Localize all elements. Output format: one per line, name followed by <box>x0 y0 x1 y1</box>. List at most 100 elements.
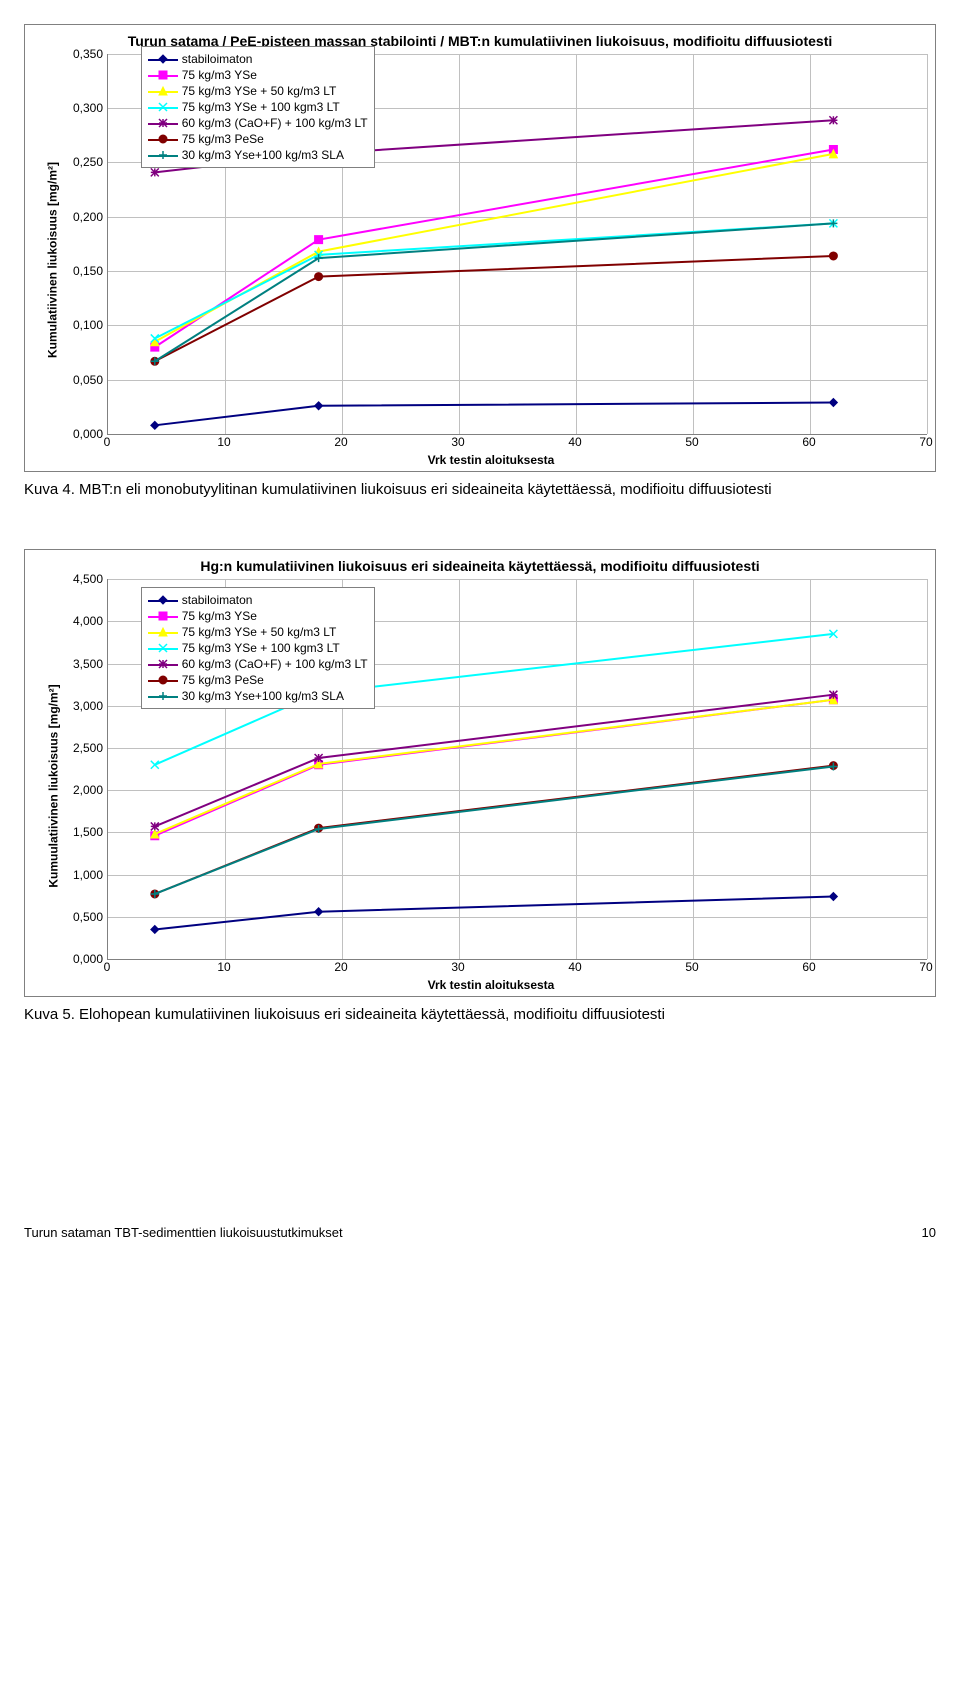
y-tick-label: 1,500 <box>73 825 103 839</box>
legend-label: 30 kg/m3 Yse+100 kg/m3 SLA <box>182 689 344 703</box>
legend-label: 75 kg/m3 YSe <box>182 68 257 82</box>
legend-item: 75 kg/m3 YSe + 50 kg/m3 LT <box>148 624 368 640</box>
series-marker <box>315 272 323 280</box>
series-marker <box>315 908 323 916</box>
figure-caption-4: Kuva 4. MBT:n eli monobutyylitinan kumul… <box>24 480 936 500</box>
series-line <box>155 767 834 895</box>
x-axis-label: Vrk testin aloituksesta <box>55 978 927 992</box>
series-marker <box>829 116 837 124</box>
legend-item: 30 kg/m3 Yse+100 kg/m3 SLA <box>148 688 368 704</box>
legend-item: 75 kg/m3 YSe + 100 kgm3 LT <box>148 640 368 656</box>
y-tick-label: 0,250 <box>73 155 103 169</box>
legend-item: 75 kg/m3 YSe <box>148 67 368 83</box>
x-tick-label: 20 <box>334 960 347 974</box>
x-tick-label: 40 <box>568 960 581 974</box>
legend-label: 75 kg/m3 YSe + 50 kg/m3 LT <box>182 625 337 639</box>
page-footer: Turun sataman TBT-sedimenttien liukoisuu… <box>24 1225 936 1240</box>
legend-item: 60 kg/m3 (CaO+F) + 100 kg/m3 LT <box>148 656 368 672</box>
x-tick-label: 20 <box>334 435 347 449</box>
legend-swatch-icon <box>148 609 178 623</box>
legend-swatch-icon <box>148 84 178 98</box>
series-marker <box>151 823 159 831</box>
y-tick-label: 2,500 <box>73 741 103 755</box>
y-tick-label: 0,500 <box>73 910 103 924</box>
figure-caption-5: Kuva 5. Elohopean kumulatiivinen liukois… <box>24 1005 936 1025</box>
legend-swatch-icon <box>148 52 178 66</box>
series-marker <box>829 691 837 699</box>
legend-label: 75 kg/m3 PeSe <box>182 132 264 146</box>
y-tick-label: 0,200 <box>73 210 103 224</box>
x-tick-label: 0 <box>104 960 111 974</box>
x-ticks: 010203040506070 <box>107 960 927 976</box>
y-tick-label: 0,100 <box>73 318 103 332</box>
legend-label: 75 kg/m3 YSe + 50 kg/m3 LT <box>182 84 337 98</box>
legend-item: 30 kg/m3 Yse+100 kg/m3 SLA <box>148 147 368 163</box>
chart-hg: Hg:n kumulatiivinen liukoisuus eri sidea… <box>24 549 936 997</box>
y-tick-label: 1,000 <box>73 868 103 882</box>
x-tick-label: 70 <box>919 435 932 449</box>
x-tick-label: 70 <box>919 960 932 974</box>
x-tick-label: 60 <box>802 960 815 974</box>
legend-label: 60 kg/m3 (CaO+F) + 100 kg/m3 LT <box>182 657 368 671</box>
legend: stabiloimaton75 kg/m3 YSe75 kg/m3 YSe + … <box>141 587 375 709</box>
y-tick-label: 4,000 <box>73 614 103 628</box>
y-tick-label: 3,500 <box>73 657 103 671</box>
legend-item: stabiloimaton <box>148 51 368 67</box>
legend-swatch-icon <box>148 641 178 655</box>
series-line <box>155 154 834 342</box>
footer-text: Turun sataman TBT-sedimenttien liukoisuu… <box>24 1225 343 1240</box>
legend-label: 60 kg/m3 (CaO+F) + 100 kg/m3 LT <box>182 116 368 130</box>
legend-item: 75 kg/m3 YSe + 100 kgm3 LT <box>148 99 368 115</box>
legend-item: 75 kg/m3 PeSe <box>148 131 368 147</box>
legend-item: stabiloimaton <box>148 592 368 608</box>
y-tick-label: 3,000 <box>73 699 103 713</box>
legend-label: stabiloimaton <box>182 593 253 607</box>
series-line <box>155 149 834 347</box>
x-axis-label: Vrk testin aloituksesta <box>55 453 927 467</box>
series-line <box>155 256 834 361</box>
series-marker <box>829 252 837 260</box>
y-ticks: 0,0000,0500,1000,1500,2000,2500,3000,350 <box>55 54 107 434</box>
legend-swatch-icon <box>148 625 178 639</box>
x-tick-label: 50 <box>685 435 698 449</box>
series-marker <box>829 893 837 901</box>
series-marker <box>151 168 159 176</box>
x-tick-label: 30 <box>451 435 464 449</box>
y-ticks: 0,0000,5001,0001,5002,0002,5003,0003,500… <box>55 579 107 959</box>
series-marker <box>315 402 323 410</box>
y-tick-label: 4,500 <box>73 572 103 586</box>
legend-label: 75 kg/m3 YSe + 100 kgm3 LT <box>182 641 340 655</box>
x-tick-label: 50 <box>685 960 698 974</box>
chart-title: Hg:n kumulatiivinen liukoisuus eri sidea… <box>33 558 927 575</box>
series-line <box>155 402 834 425</box>
y-tick-label: 2,000 <box>73 783 103 797</box>
plot-area: stabiloimaton 75 kg/m3 YSe 75 kg/m3 YSe + … <box>107 54 927 435</box>
chart-mbt: Turun satama / PeE-pisteen massan stabil… <box>24 24 936 472</box>
x-tick-label: 30 <box>451 960 464 974</box>
legend-label: 30 kg/m3 Yse+100 kg/m3 SLA <box>182 148 344 162</box>
series-marker <box>151 761 159 769</box>
x-tick-label: 40 <box>568 435 581 449</box>
legend-item: 75 kg/m3 PeSe <box>148 672 368 688</box>
x-tick-label: 0 <box>104 435 111 449</box>
y-tick-label: 0,150 <box>73 264 103 278</box>
legend-item: 75 kg/m3 YSe + 50 kg/m3 LT <box>148 83 368 99</box>
legend-label: 75 kg/m3 YSe + 100 kgm3 LT <box>182 100 340 114</box>
legend-swatch-icon <box>148 673 178 687</box>
legend-label: 75 kg/m3 PeSe <box>182 673 264 687</box>
x-ticks: 010203040506070 <box>107 435 927 451</box>
legend-swatch-icon <box>148 68 178 82</box>
y-tick-label: 0,000 <box>73 427 103 441</box>
legend: stabiloimaton 75 kg/m3 YSe 75 kg/m3 YSe + … <box>141 46 375 168</box>
legend-item: 60 kg/m3 (CaO+F) + 100 kg/m3 LT <box>148 115 368 131</box>
y-tick-label: 0,000 <box>73 952 103 966</box>
series-marker <box>315 754 323 762</box>
series-line <box>155 897 834 930</box>
legend-swatch-icon <box>148 132 178 146</box>
series-marker <box>151 421 159 429</box>
series-marker <box>151 926 159 934</box>
legend-label: stabiloimaton <box>182 52 253 66</box>
series-marker <box>829 398 837 406</box>
plot-area: stabiloimaton75 kg/m3 YSe75 kg/m3 YSe + … <box>107 579 927 960</box>
legend-swatch-icon <box>148 689 178 703</box>
